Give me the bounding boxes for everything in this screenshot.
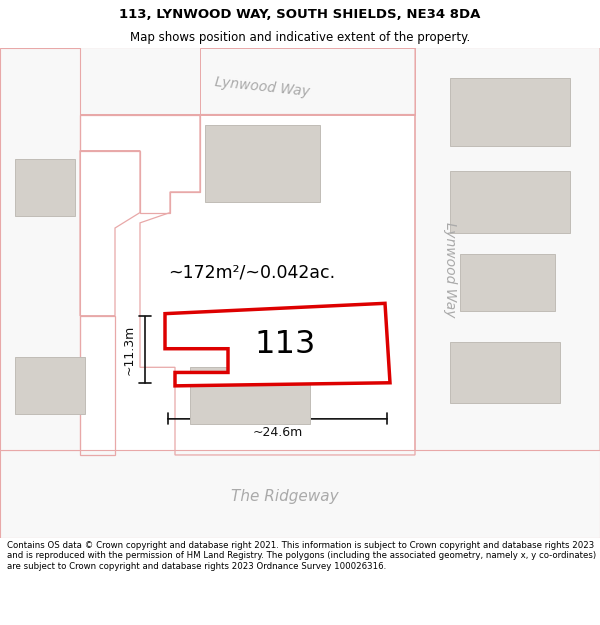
Bar (15, 159, 75, 216)
Bar (15, 357, 85, 414)
Bar (460, 254, 555, 311)
Text: Lynwood Way: Lynwood Way (214, 75, 310, 99)
Polygon shape (415, 48, 600, 538)
Text: ~172m²/~0.042ac.: ~172m²/~0.042ac. (169, 263, 335, 281)
Text: Map shows position and indicative extent of the property.: Map shows position and indicative extent… (130, 31, 470, 44)
Bar (450, 171, 570, 233)
Text: ~24.6m: ~24.6m (253, 426, 302, 439)
Text: The Ridgeway: The Ridgeway (231, 489, 339, 504)
Text: Contains OS data © Crown copyright and database right 2021. This information is : Contains OS data © Crown copyright and d… (7, 541, 596, 571)
Text: Lynwood Way: Lynwood Way (443, 221, 457, 317)
Polygon shape (80, 48, 440, 114)
Text: 113: 113 (254, 329, 316, 360)
Bar (450, 79, 570, 146)
Text: ~11.3m: ~11.3m (122, 324, 136, 375)
Polygon shape (80, 48, 440, 114)
Polygon shape (0, 450, 600, 538)
Bar (190, 368, 310, 424)
Bar (450, 341, 560, 403)
Bar (205, 125, 320, 202)
Polygon shape (0, 48, 80, 450)
Text: 113, LYNWOOD WAY, SOUTH SHIELDS, NE34 8DA: 113, LYNWOOD WAY, SOUTH SHIELDS, NE34 8D… (119, 8, 481, 21)
Polygon shape (165, 303, 390, 386)
